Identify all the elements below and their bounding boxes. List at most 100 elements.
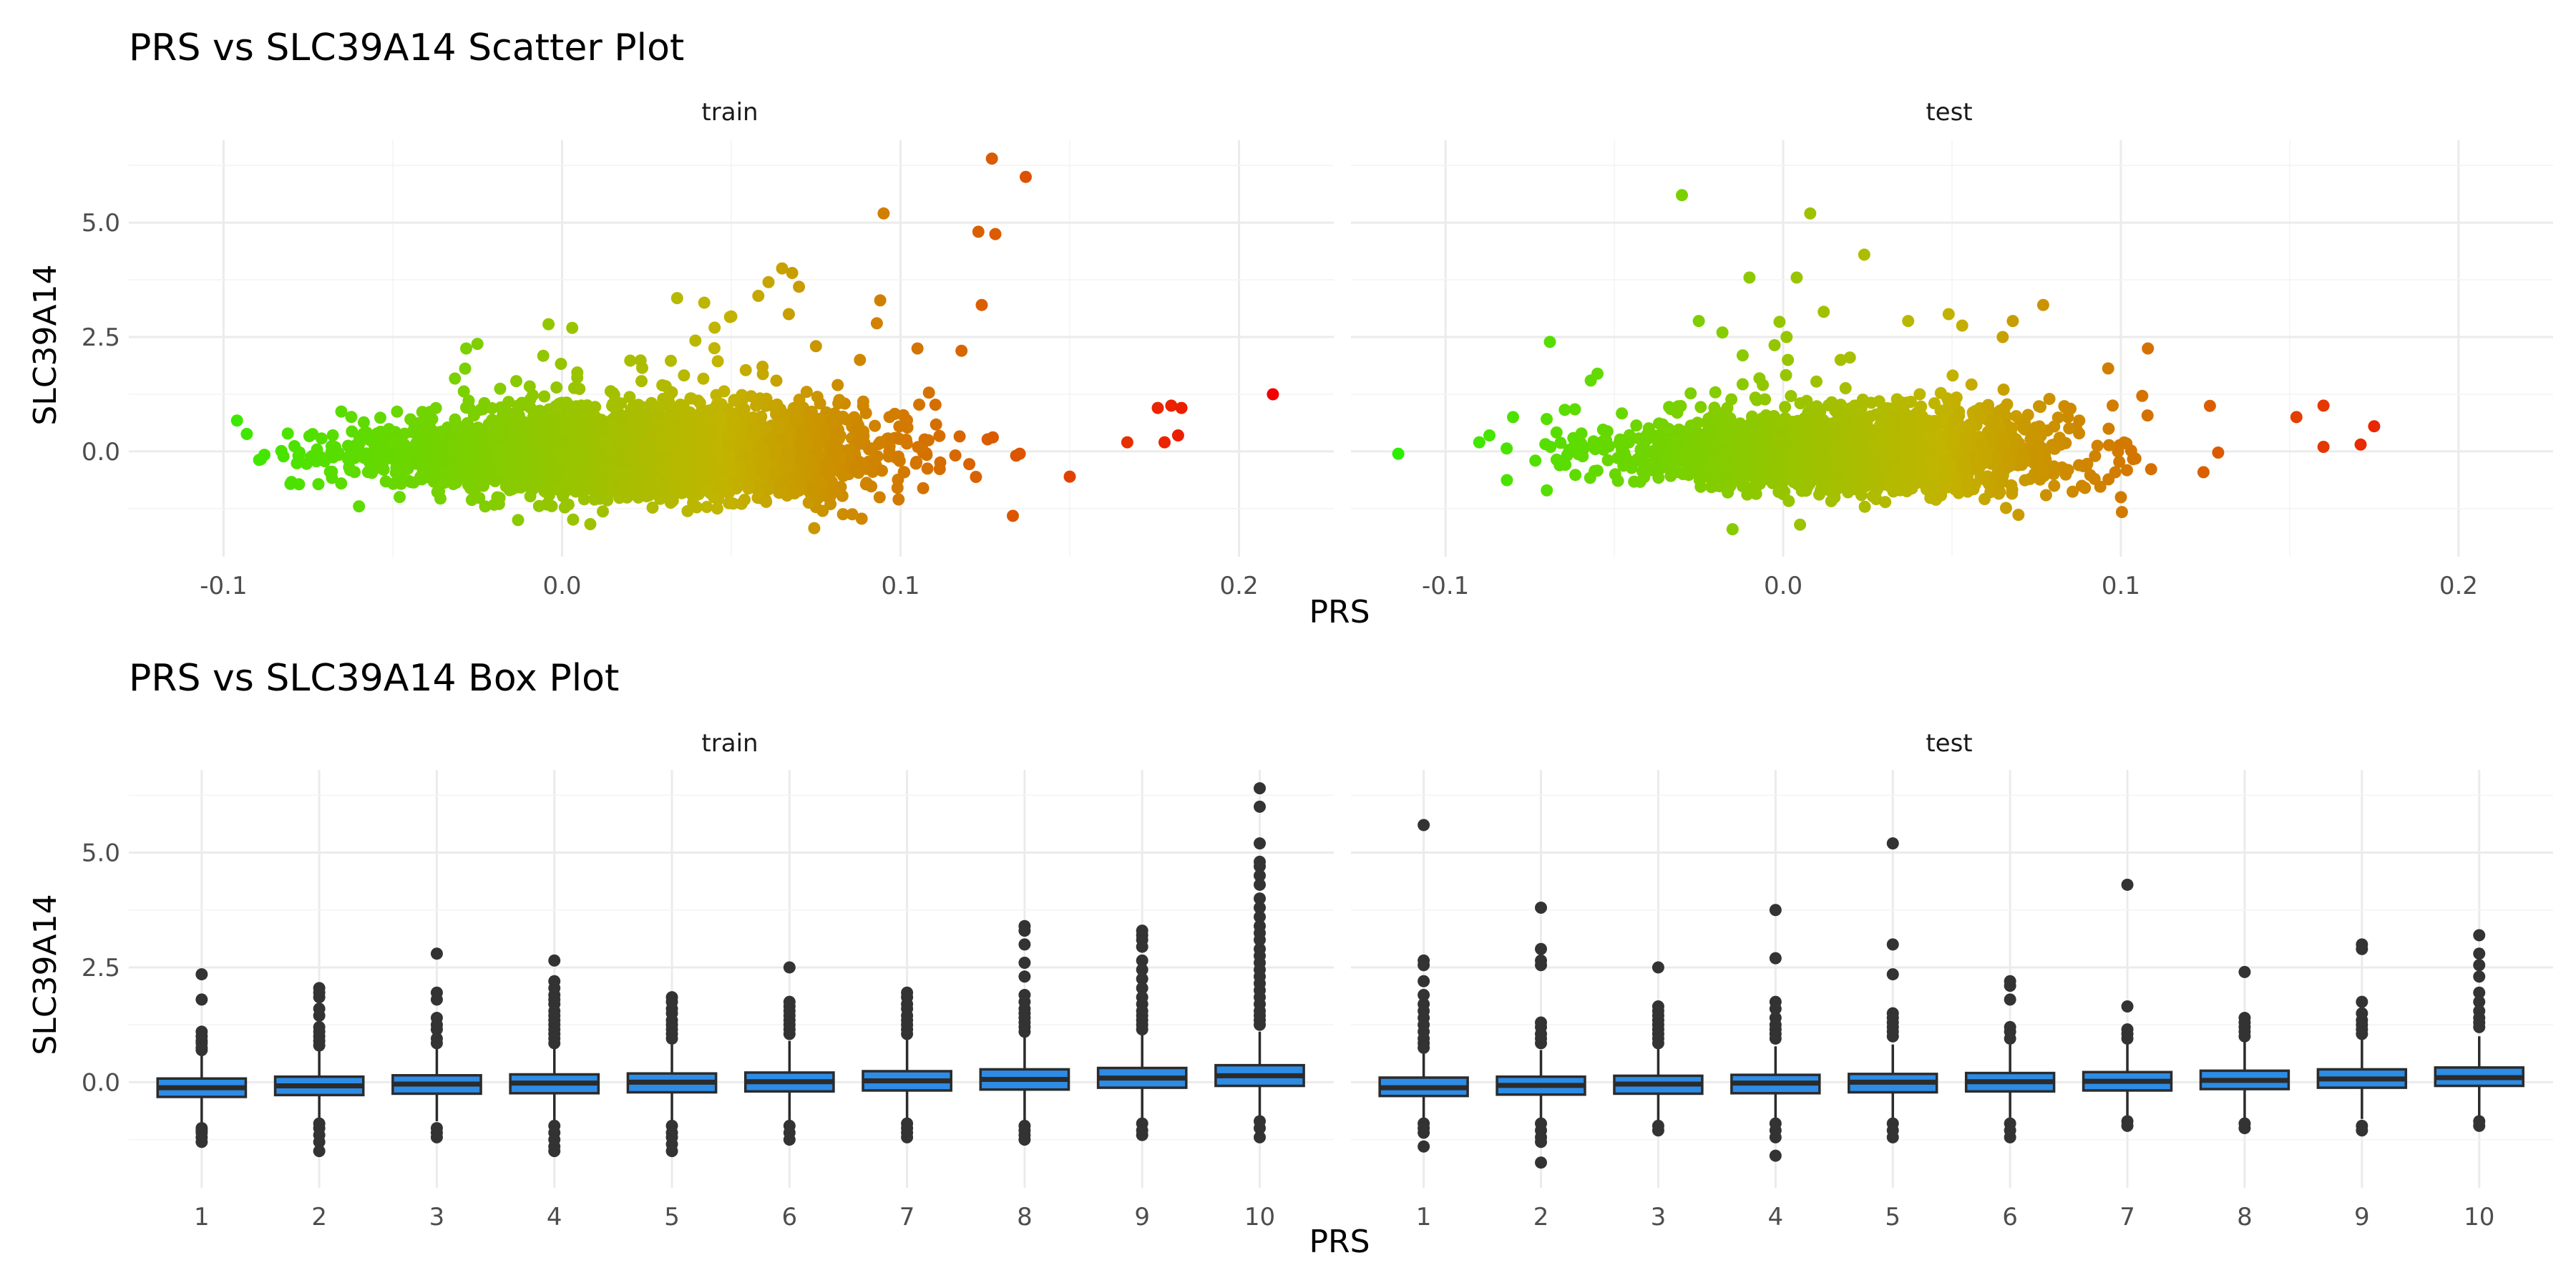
scatter-point [240,428,253,440]
scatter-point [832,455,845,467]
scatter-point [663,411,675,424]
scatter-point [624,354,637,367]
scatter-point [571,366,584,379]
scatter-point [697,372,710,385]
scatter-point [635,375,648,388]
scatter-point [281,427,294,440]
scatter-point [857,435,869,448]
scatter-point [404,476,417,489]
scatter-point [457,459,469,472]
scatter-point [510,375,522,388]
scatter-point [343,464,356,477]
scatter-point [494,382,507,395]
scatter-point [420,458,433,471]
scatter-point [849,464,862,477]
scatter-point [459,445,472,458]
scatter-point [426,425,439,438]
scatter-point [893,454,906,467]
scatter-point [794,477,806,489]
scatter-point [335,405,348,418]
scatter-point [434,492,447,505]
scatter-panel-train: -0.1 0.0 0.1 0.20.02.55.0 [82,140,1334,600]
scatter-point [1007,509,1019,522]
scatter-point [479,469,492,482]
scatter-point [837,469,849,482]
scatter-point [780,445,793,458]
scatter-point [796,449,809,461]
scatter-point [460,342,472,355]
scatter-point [829,431,842,444]
scatter-strip-test: test [1926,98,1972,127]
scatter-point [599,435,612,448]
scatter-point [326,472,338,484]
scatter-point [922,386,935,399]
scatter-point [326,429,339,441]
scatter-strip-train: train [701,98,758,127]
scatter-point [773,421,786,434]
scatter-point [357,416,370,429]
scatter-point [953,430,966,443]
box-strip-train: train [701,729,758,758]
box-title: PRS vs SLC39A14 Box Plot [129,657,619,700]
scatter-point [449,372,462,385]
scatter-point [811,391,824,404]
scatter-point [687,489,700,502]
scatter-point [414,444,427,457]
scatter-point [750,399,763,412]
scatter-point [416,406,429,419]
scatter-point [762,483,775,496]
scatter-point [638,480,651,493]
scatter-point [790,411,803,424]
scatter-point [718,385,731,398]
box-strip-test: test [1926,729,1972,758]
scatter-point [693,443,706,456]
scatter-point [805,466,818,479]
scatter-point [560,396,573,409]
scatter-point [900,437,913,450]
scatter-point [636,401,649,414]
scatter-point [665,354,677,367]
scatter-point [912,441,924,454]
scatter-point [712,482,725,494]
scatter-point [800,438,813,451]
scatter-point [733,421,746,434]
scatter-point [970,471,982,483]
scatter-point [545,499,558,512]
scatter-point [608,419,621,431]
scatter-point [711,502,723,515]
scatter-point [374,411,386,424]
scatter-point [567,513,580,526]
scatter-point [910,456,923,468]
scatter-point [1010,449,1023,462]
scatter-point [584,518,597,530]
scatter-point [776,432,789,445]
scatter-point [538,390,551,403]
scatter-point [708,342,721,355]
scatter-point [384,437,397,449]
scatter-point [285,476,298,489]
scatter-point [873,491,886,504]
scatter-point [537,349,550,362]
scatter-point [869,419,882,432]
scatter-point [800,386,813,399]
scatter-point [386,447,399,460]
scatter-point [353,432,366,445]
scatter-point [502,396,515,409]
scatter-point [892,493,905,506]
scatter-y-axis-label: SLC39A14 [27,264,64,425]
scatter-point [756,441,769,454]
scatter-point [681,504,694,517]
scatter-point [416,473,429,486]
scatter-point [913,399,926,411]
scatter-point [515,396,528,409]
scatter-point [315,432,328,445]
scatter-point [708,321,721,334]
scatter-point [752,484,765,497]
scatter-point [591,474,604,487]
scatter-point [722,448,735,461]
scatter-point [576,409,589,422]
scatter-point [462,479,474,492]
scatter-point [435,439,448,452]
scatter-point [711,355,724,368]
